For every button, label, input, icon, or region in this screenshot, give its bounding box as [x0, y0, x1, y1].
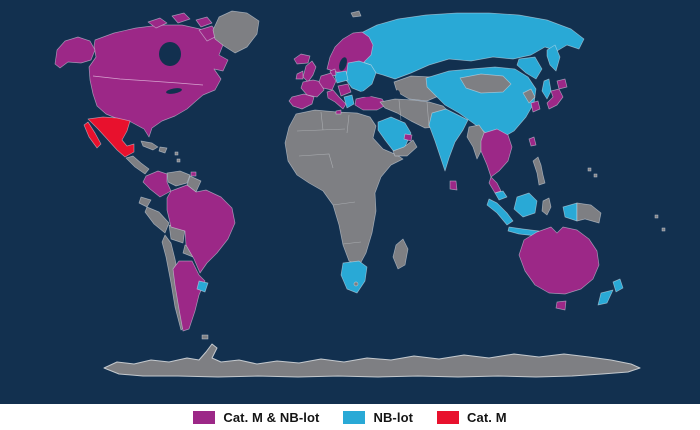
- region-hispaniola: [158, 146, 168, 154]
- region-africa: [284, 109, 404, 267]
- region-new-zealand: [597, 278, 624, 306]
- region-yemen-oman: [392, 139, 418, 157]
- region-sicily: [335, 109, 342, 115]
- legend-item-cat-m: Cat. M: [437, 410, 507, 425]
- legend-item-nb-iot: NB-lot: [343, 410, 413, 425]
- region-papua-new-guinea: [576, 202, 602, 224]
- region-trinidad: [190, 171, 197, 177]
- region-falklands: [201, 334, 209, 340]
- middle-east-borders: [398, 99, 430, 128]
- region-greenland: [212, 10, 260, 54]
- region-argentina: [172, 260, 206, 332]
- region-madagascar: [392, 238, 409, 270]
- region-italy: [326, 89, 347, 110]
- africa-country-borders: [296, 111, 362, 245]
- legend-label-nb-iot: NB-lot: [373, 409, 414, 425]
- region-india: [428, 108, 469, 172]
- legend-label-cat-m: Cat. M: [467, 409, 507, 425]
- region-mongolia: [459, 73, 512, 94]
- region-tasmania: [555, 300, 567, 311]
- region-uae: [403, 133, 413, 142]
- legend-swatch-rect: [437, 410, 460, 424]
- legend-swatch-rect: [343, 410, 366, 424]
- region-borneo: [513, 192, 538, 218]
- region-greece: [343, 94, 355, 109]
- legend-label-cat-m-nb-iot: Cat. M & NB-lot: [223, 409, 320, 425]
- region-peru: [144, 206, 170, 234]
- region-mexico: [87, 116, 135, 158]
- legend-swatch-nb-iot: [343, 410, 366, 424]
- region-alaska: [54, 36, 96, 69]
- region-svalbard: [350, 10, 362, 18]
- region-iberia: [288, 93, 315, 110]
- region-sri-lanka: [449, 180, 458, 191]
- world-map: [0, 0, 700, 404]
- legend-swatch-rect: [193, 410, 216, 424]
- baltic-sea: [339, 57, 347, 71]
- region-lesotho: [353, 281, 359, 287]
- region-central-america: [125, 155, 150, 175]
- world-map-svg: [0, 0, 700, 404]
- region-sulawesi: [541, 197, 552, 216]
- region-cuba: [140, 140, 159, 151]
- region-japan: [546, 78, 568, 110]
- region-balkans: [337, 83, 352, 97]
- region-brazil: [166, 184, 236, 274]
- region-lesser-antilles: [174, 151, 181, 163]
- region-venezuela: [166, 170, 191, 187]
- region-baja-california: [83, 121, 102, 149]
- region-iceland: [293, 53, 311, 65]
- usa-canada-border: [92, 75, 204, 86]
- hudson-bay: [159, 42, 181, 66]
- region-turkey: [354, 95, 387, 111]
- region-taiwan: [528, 136, 537, 147]
- region-ireland: [295, 70, 304, 80]
- region-sakhalin: [541, 78, 552, 100]
- legend-swatch-cat-m: [437, 410, 460, 424]
- region-kamchatka: [546, 44, 561, 72]
- legend-swatch-cat-m-nb-iot: [193, 410, 216, 424]
- region-indochina: [480, 128, 513, 178]
- region-south-africa: [340, 260, 368, 294]
- region-malaysia: [494, 190, 508, 201]
- region-antarctica: [103, 343, 641, 378]
- region-australia: [518, 226, 600, 295]
- region-uruguay: [196, 280, 209, 293]
- region-philippines: [532, 156, 546, 186]
- legend: Cat. M & NB-lot NB-lot Cat. M: [0, 404, 700, 430]
- region-south-korea: [530, 100, 541, 113]
- legend-item-cat-m-nb-iot: Cat. M & NB-lot: [193, 410, 319, 425]
- region-russia-far-east: [516, 56, 543, 80]
- region-north-korea: [522, 88, 536, 104]
- great-lakes: [166, 88, 182, 94]
- region-arctic-islands: [147, 12, 220, 42]
- region-france: [300, 79, 325, 98]
- black-sea: [358, 91, 374, 97]
- region-sumatra: [486, 198, 514, 226]
- region-poland: [333, 70, 349, 84]
- region-pacific-islands: [587, 167, 666, 232]
